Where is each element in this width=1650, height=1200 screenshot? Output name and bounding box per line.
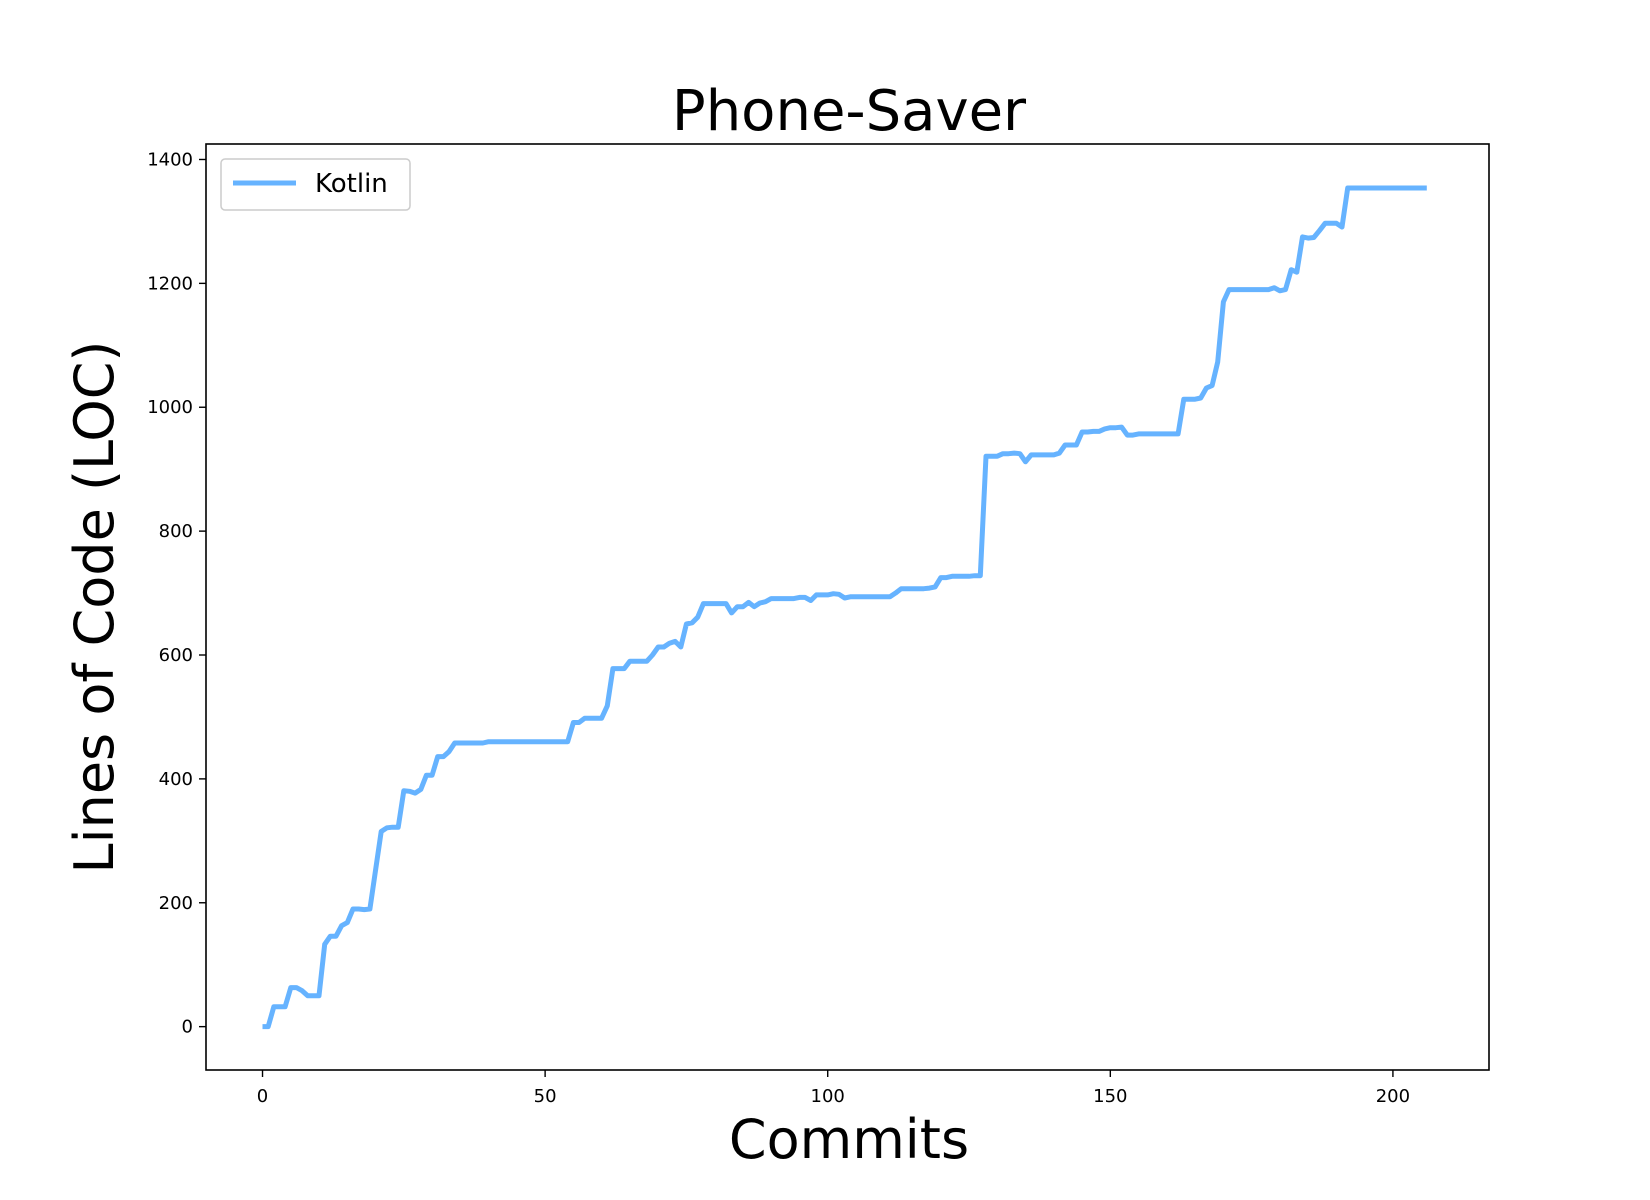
x-tick-label: 0 <box>257 1086 268 1107</box>
y-tick-label: 1200 <box>147 273 193 294</box>
x-tick-label: 200 <box>1376 1086 1410 1107</box>
y-axis-ticks: 0 200 400 600 800 1000 1200 1400 <box>147 149 206 1038</box>
series-line-kotlin <box>262 185 1427 1030</box>
legend-box <box>220 158 411 211</box>
y-tick-label: 400 <box>159 769 193 790</box>
series-layer <box>262 185 1427 1030</box>
y-tick-label: 600 <box>159 645 193 666</box>
x-axis-label: Commits <box>729 1108 969 1171</box>
y-axis-label: Lines of Code (LOC) <box>63 341 126 874</box>
y-tick-label: 1000 <box>147 397 193 418</box>
x-tick-label: 100 <box>811 1086 845 1107</box>
legend: Kotlin <box>220 158 411 211</box>
y-tick-label: 0 <box>182 1017 193 1038</box>
y-tick-label: 1400 <box>147 149 193 170</box>
y-tick-label: 800 <box>159 521 193 542</box>
x-tick-label: 150 <box>1093 1086 1127 1107</box>
legend-label-kotlin: Kotlin <box>315 169 388 199</box>
x-tick-label: 50 <box>534 1086 557 1107</box>
chart-title: Phone-Saver <box>672 79 1027 144</box>
y-tick-label: 200 <box>159 893 193 914</box>
plot-area-frame <box>205 143 1490 1071</box>
x-axis-ticks: 0 50 100 150 200 <box>257 1070 1410 1107</box>
